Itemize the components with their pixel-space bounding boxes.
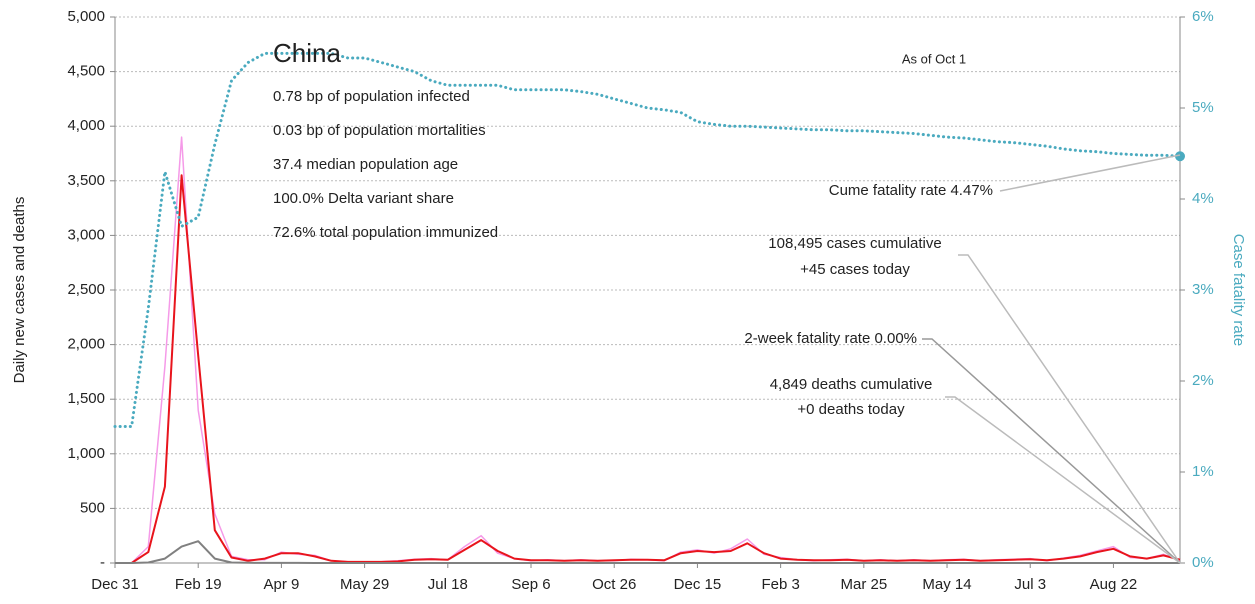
- x-tick-label: Oct 26: [592, 576, 636, 593]
- leader-line: [945, 396, 1181, 564]
- y2-tick-label: 6%: [1192, 8, 1214, 25]
- y-tick-label: 1,000: [67, 445, 105, 462]
- leader-line: [922, 338, 1181, 564]
- x-tick-label: May 14: [922, 576, 971, 593]
- y-tick-label: 1,500: [67, 390, 105, 407]
- leader-line: [958, 254, 1181, 564]
- plot-layer: - 500 1,000 1,500 2,000 2,500 3,000 3,500 4,000 4…: [67, 8, 1213, 593]
- x-tick-label: Aug 22: [1090, 576, 1138, 593]
- x-tick-label: Feb 19: [175, 576, 222, 593]
- series-line: [115, 174, 1181, 564]
- annotation: +45 cases today: [800, 261, 910, 278]
- x-tick-label: Jul 18: [428, 576, 468, 593]
- end-marker: [1175, 151, 1185, 162]
- y-tick-label: 3,000: [67, 226, 105, 243]
- series-line: [115, 540, 1180, 564]
- annotation: 2-week fatality rate 0.00%: [744, 330, 917, 347]
- annotation: +0 deaths today: [797, 401, 905, 418]
- x-tick-label: Feb 3: [761, 576, 799, 593]
- x-tick-label: Mar 25: [840, 576, 887, 593]
- y2-tick-label: 4%: [1192, 190, 1214, 207]
- leader-line: [999, 154, 1181, 192]
- y-tick-label: -: [100, 554, 105, 571]
- info-line: 37.4 median population age: [273, 156, 458, 173]
- x-tick-label: Dec 15: [674, 576, 722, 593]
- annotation: 4,849 deaths cumulative: [770, 376, 933, 393]
- x-tick-label: Jul 3: [1014, 576, 1046, 593]
- info-line: 72.6% total population immunized: [273, 224, 498, 241]
- chart-title: China: [273, 38, 341, 68]
- series-line: [113, 51, 1182, 428]
- x-tick-label: Dec 31: [91, 576, 139, 593]
- annotation: Cume fatality rate 4.47%: [829, 182, 993, 199]
- info-line: 0.78 bp of population infected: [273, 88, 470, 105]
- y2-tick-label: 5%: [1192, 99, 1214, 116]
- y-tick-label: 4,000: [67, 117, 105, 134]
- info-line: 100.0% Delta variant share: [273, 190, 454, 207]
- annotation: 108,495 cases cumulative: [768, 235, 941, 252]
- as-of-note: As of Oct 1: [902, 51, 966, 66]
- x-tick-label: Apr 9: [263, 576, 299, 593]
- y2-tick-label: 1%: [1192, 463, 1214, 480]
- x-tick-label: Sep 6: [511, 576, 550, 593]
- y-tick-label: 2,500: [67, 281, 105, 298]
- y2-tick-label: 0%: [1192, 554, 1214, 571]
- y-tick-label: 3,500: [67, 172, 105, 189]
- y2-tick-label: 2%: [1192, 372, 1214, 389]
- y-axis-label: Daily new cases and deaths: [11, 197, 28, 384]
- y-tick-label: 2,000: [67, 336, 105, 353]
- y2-axis-label: Case fatality rate: [1230, 234, 1247, 347]
- y-tick-label: 500: [80, 499, 105, 516]
- y-tick-label: 4,500: [67, 63, 105, 80]
- info-line: 0.03 bp of population mortalities: [273, 122, 486, 139]
- x-tick-label: May 29: [340, 576, 389, 593]
- y2-tick-label: 3%: [1192, 281, 1214, 298]
- y-tick-label: 5,000: [67, 8, 105, 25]
